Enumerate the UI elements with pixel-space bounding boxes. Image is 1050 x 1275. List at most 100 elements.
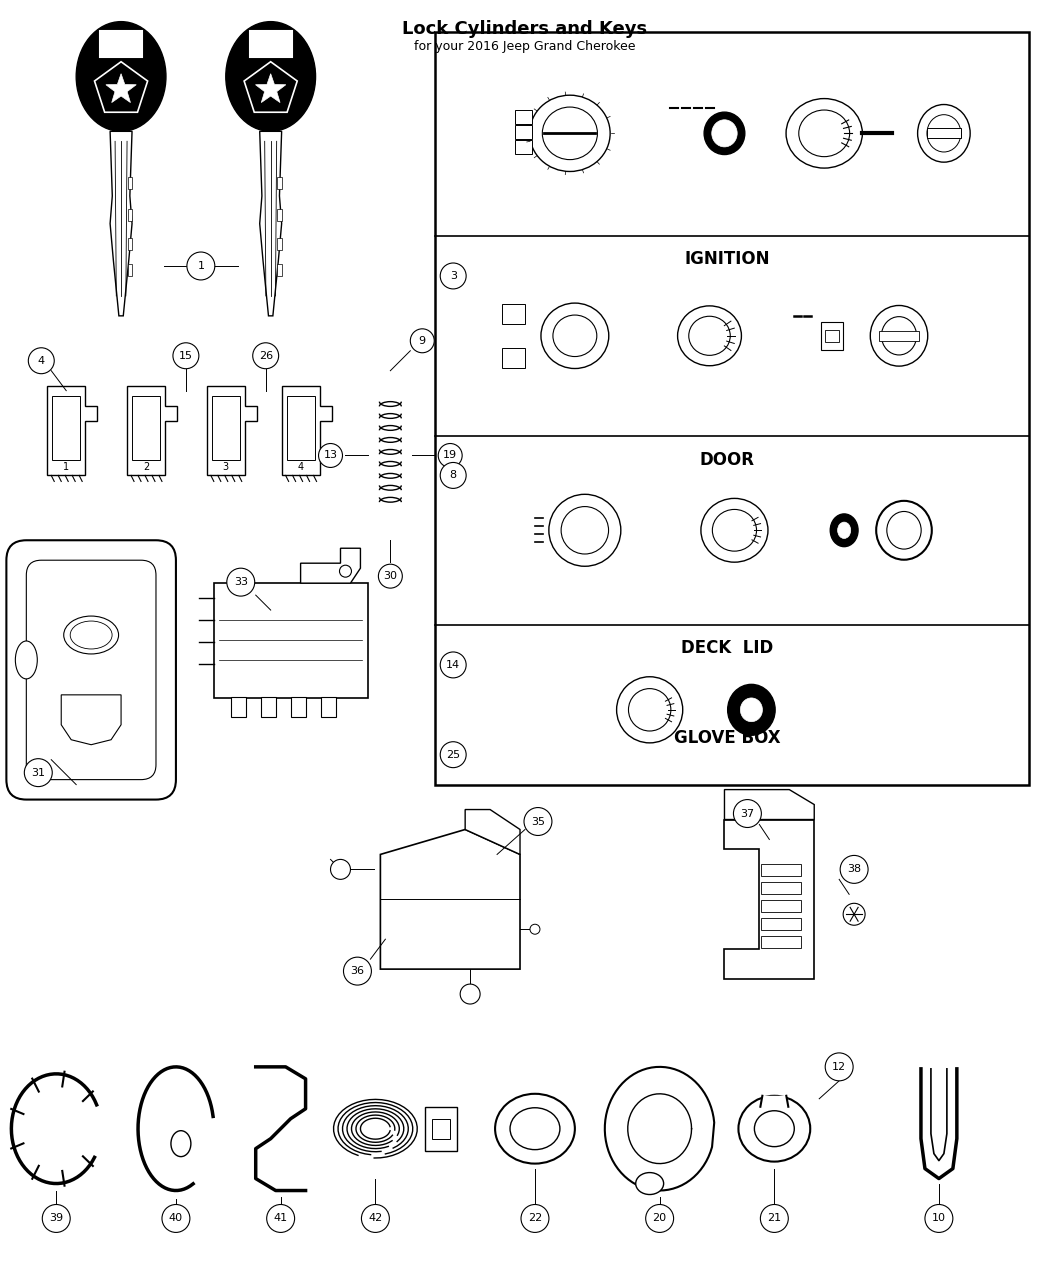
Text: 3: 3 [223,463,229,473]
Ellipse shape [728,685,775,736]
Ellipse shape [510,1108,560,1150]
Bar [761,882,801,894]
Ellipse shape [927,115,961,152]
Ellipse shape [754,1111,794,1146]
Polygon shape [106,74,136,102]
Polygon shape [61,695,121,745]
Text: 26: 26 [258,351,273,361]
Polygon shape [281,385,332,476]
Circle shape [760,1205,789,1233]
Bar [52,395,80,460]
Ellipse shape [496,1094,574,1164]
Bar [287,395,315,460]
Polygon shape [605,1067,714,1191]
Bar [879,330,919,340]
Circle shape [440,652,466,678]
Bar [514,125,531,139]
Text: Lock Cylinders and Keys: Lock Cylinders and Keys [402,19,648,38]
Text: 3: 3 [449,272,457,280]
Bar [433,1118,450,1139]
Text: 4: 4 [38,356,45,366]
Text: 2: 2 [143,463,149,473]
Bar [214,583,369,697]
Circle shape [440,742,466,768]
Polygon shape [127,385,176,476]
Ellipse shape [171,1131,191,1156]
Ellipse shape [543,107,597,159]
Text: 12: 12 [832,1062,846,1072]
Circle shape [438,444,462,468]
Bar [212,395,239,460]
Circle shape [253,343,278,368]
Circle shape [24,759,52,787]
FancyBboxPatch shape [26,560,156,779]
Bar [100,31,142,56]
Text: 39: 39 [49,1214,63,1224]
Ellipse shape [70,621,112,649]
Circle shape [267,1205,295,1233]
Bar [99,29,143,57]
Circle shape [734,799,761,827]
Polygon shape [760,1095,789,1107]
Text: 19: 19 [443,450,457,460]
Ellipse shape [529,96,610,171]
Text: 41: 41 [274,1214,288,1224]
Text: 22: 22 [528,1214,542,1224]
Ellipse shape [831,514,858,547]
Ellipse shape [553,315,596,357]
Bar [277,238,281,250]
Ellipse shape [629,688,671,731]
Polygon shape [502,348,525,367]
Circle shape [825,1053,854,1081]
Circle shape [361,1205,390,1233]
Polygon shape [465,810,520,854]
Bar [277,264,281,277]
Circle shape [42,1205,70,1233]
Text: 10: 10 [932,1214,946,1224]
Text: 9: 9 [419,335,426,346]
Ellipse shape [876,501,931,560]
Circle shape [378,565,402,588]
Bar [761,900,801,913]
Circle shape [339,565,352,578]
Ellipse shape [712,120,737,147]
Ellipse shape [712,510,757,551]
Text: 1: 1 [197,261,205,272]
Ellipse shape [838,521,851,538]
Ellipse shape [16,641,38,678]
Bar [260,697,276,717]
Ellipse shape [705,112,744,154]
Text: 1: 1 [63,463,69,473]
Circle shape [28,348,55,374]
Text: 38: 38 [847,864,861,875]
Circle shape [925,1205,952,1233]
Text: 21: 21 [768,1214,781,1224]
Text: 37: 37 [740,808,755,819]
Bar [436,32,1029,784]
Bar [231,697,246,717]
Ellipse shape [918,105,970,162]
Bar [825,330,839,342]
Ellipse shape [635,1173,664,1195]
Polygon shape [255,74,286,102]
Text: 20: 20 [653,1214,667,1224]
Ellipse shape [226,22,316,131]
FancyBboxPatch shape [6,541,176,799]
Ellipse shape [64,616,119,654]
Circle shape [843,903,865,926]
Ellipse shape [701,499,768,562]
Bar [514,111,531,125]
Circle shape [530,924,540,935]
Circle shape [840,856,868,884]
Text: for your 2016 Jeep Grand Cherokee: for your 2016 Jeep Grand Cherokee [415,40,635,52]
Ellipse shape [881,316,917,354]
Polygon shape [207,385,256,476]
Bar [927,129,961,138]
Ellipse shape [887,511,921,550]
Polygon shape [110,131,132,316]
Circle shape [318,444,342,468]
Polygon shape [724,789,814,820]
Circle shape [440,263,466,289]
Bar [761,936,801,949]
Circle shape [162,1205,190,1233]
